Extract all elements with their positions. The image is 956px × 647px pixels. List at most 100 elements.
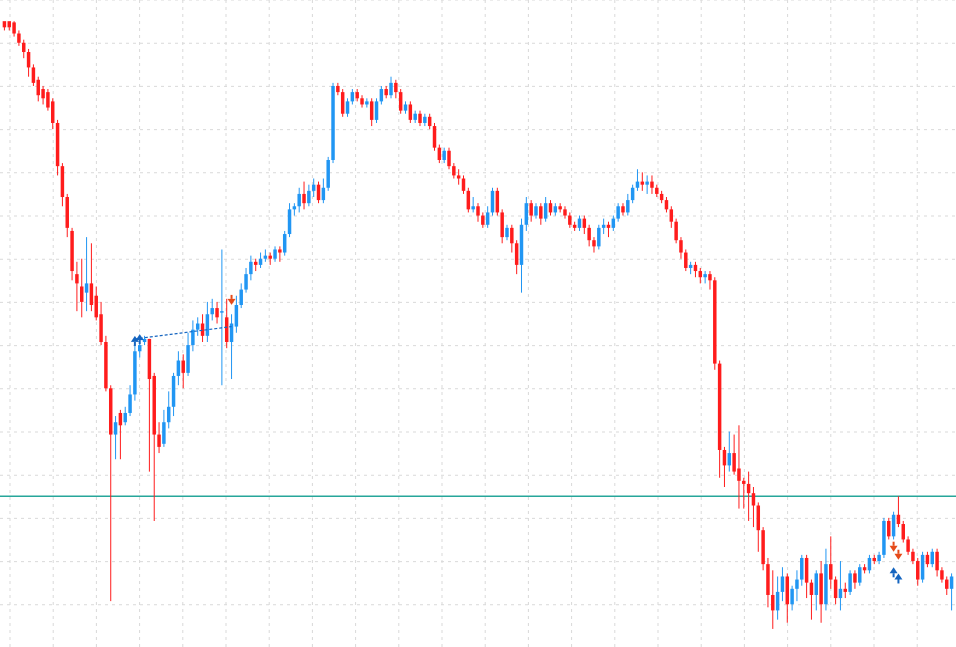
candle-body	[229, 323, 234, 343]
candle	[113, 416, 118, 460]
candle	[65, 193, 69, 238]
candle-body	[814, 573, 819, 595]
candle	[384, 85, 388, 99]
candle	[708, 271, 712, 290]
candle-body	[582, 218, 587, 228]
candle	[669, 206, 674, 228]
candle	[79, 258, 84, 318]
candle-body	[355, 92, 359, 99]
candle	[369, 98, 374, 127]
candle-body	[220, 311, 224, 313]
candle	[945, 576, 949, 595]
candle	[442, 147, 446, 164]
candle	[949, 573, 954, 611]
candle-body	[795, 579, 799, 589]
candle-body	[70, 230, 74, 272]
candle-body	[539, 206, 543, 219]
candle-body	[456, 175, 461, 179]
sell-arrow-icon	[227, 298, 236, 305]
candle-body	[949, 576, 954, 589]
candle	[137, 342, 142, 358]
candle-body	[901, 524, 905, 540]
candle	[877, 551, 881, 565]
candle	[804, 554, 809, 599]
candle	[524, 197, 529, 231]
candle-body	[785, 576, 790, 605]
candle-body	[592, 240, 596, 247]
candle	[147, 338, 152, 472]
candle-body	[635, 181, 640, 188]
candle	[780, 567, 785, 602]
candle	[684, 249, 688, 272]
candle	[2, 21, 7, 31]
candle	[940, 567, 944, 583]
candle-body	[737, 468, 741, 481]
candle-body	[534, 206, 538, 216]
candle-body	[60, 166, 65, 198]
buy-arrow-icon	[135, 334, 144, 341]
candle	[727, 431, 732, 472]
candle	[191, 320, 195, 352]
candle	[505, 224, 509, 241]
candle	[215, 301, 219, 324]
candle	[258, 252, 263, 268]
candle-body	[703, 274, 707, 278]
candle-body	[442, 150, 446, 160]
buy-arrow-icon	[894, 573, 903, 580]
candle	[398, 89, 403, 114]
candle-body	[297, 193, 301, 207]
candle-body	[800, 557, 804, 580]
candle-body	[553, 206, 558, 213]
candle	[703, 271, 707, 284]
candle	[249, 255, 253, 281]
candle	[582, 215, 587, 235]
candle	[162, 409, 166, 447]
candle-body	[935, 551, 939, 571]
candle	[833, 576, 838, 605]
candle	[253, 258, 258, 272]
candle-body	[756, 505, 761, 531]
candle	[340, 89, 345, 117]
candle-body	[587, 227, 591, 241]
candle	[843, 582, 848, 599]
candle	[481, 212, 485, 228]
candle-body	[253, 261, 258, 265]
candle	[679, 237, 683, 259]
candle	[263, 249, 268, 262]
candle	[519, 218, 524, 293]
candle	[809, 579, 814, 620]
candle-body	[423, 116, 427, 123]
candle-body	[369, 101, 374, 120]
candle	[108, 385, 113, 602]
candle-body	[287, 209, 292, 235]
candle-body	[379, 89, 384, 102]
candle-body	[89, 283, 94, 305]
candle	[775, 576, 780, 620]
candle	[795, 570, 799, 602]
candle	[171, 372, 176, 417]
candle	[698, 267, 703, 284]
candle	[558, 203, 562, 213]
candle	[630, 184, 635, 204]
candle	[485, 206, 490, 228]
candle	[297, 187, 301, 213]
candle	[829, 536, 833, 589]
candle-body	[31, 67, 36, 83]
candle-body	[838, 588, 843, 599]
candle-body	[51, 101, 55, 123]
candle-body	[336, 85, 340, 93]
candle-body	[374, 101, 379, 120]
candle-body	[249, 261, 253, 275]
candle	[379, 85, 384, 105]
candle	[862, 564, 867, 574]
candle	[867, 554, 872, 574]
candle	[224, 298, 229, 349]
candle	[597, 224, 601, 250]
candle-body	[321, 187, 326, 201]
candle-body	[171, 375, 176, 407]
candle	[853, 570, 857, 589]
candle-body	[55, 122, 60, 167]
candle	[621, 203, 625, 216]
